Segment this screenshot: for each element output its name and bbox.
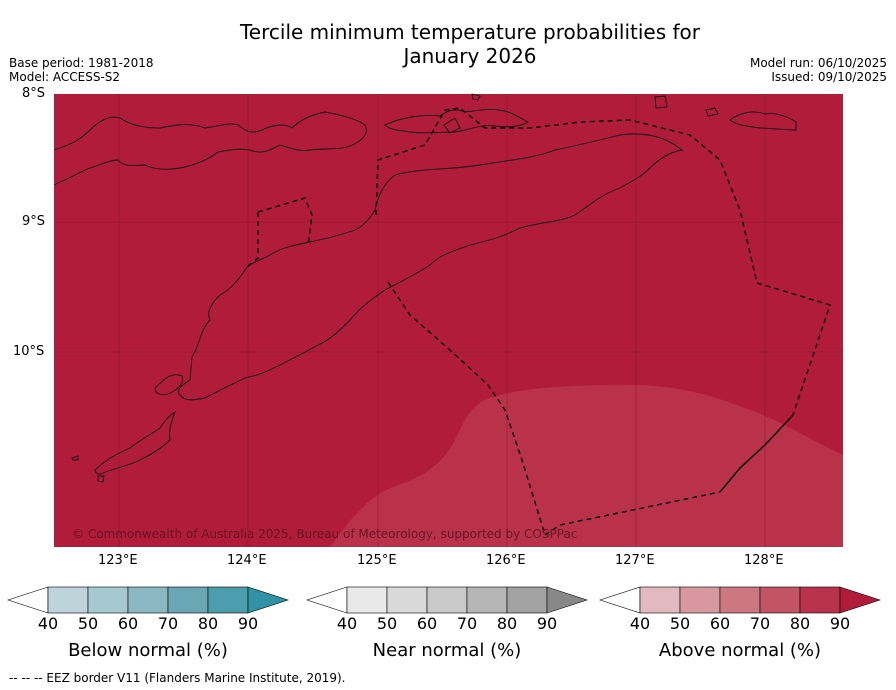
legend-0-tick-90: 90 (237, 614, 259, 633)
legend-2-box-3 (759, 586, 801, 614)
legend-0-tick-80: 80 (197, 614, 219, 633)
legend-1-tick-80: 80 (496, 614, 518, 633)
eez-border-west (247, 212, 259, 267)
legend-1-box-2 (426, 586, 468, 614)
coastlines (53, 93, 797, 483)
legend-0-box-0 (47, 586, 89, 614)
meta-right: Model run: 06/10/2025 Issued: 09/10/2025 (750, 56, 887, 84)
lat-label-9s: 9°S (22, 214, 46, 229)
model-name: Model: ACCESS-S2 (9, 70, 121, 84)
legend-0-tick-40: 40 (37, 614, 59, 633)
issued-date: Issued: 09/10/2025 (771, 70, 887, 84)
small-island-4 (443, 117, 461, 134)
legend-2-left-arrow (599, 586, 641, 614)
legend-2-box-4 (799, 586, 841, 614)
lat-label-10s: 10°S (13, 344, 45, 359)
legend-2-right-arrow (839, 586, 881, 614)
legend-2-tick-80: 80 (789, 614, 811, 633)
small-island-5 (71, 455, 79, 461)
legend-1-box-4 (506, 586, 548, 614)
legend-0-box-3 (167, 586, 209, 614)
legend-2-box-2 (719, 586, 761, 614)
legend-2-tick-60: 60 (709, 614, 731, 633)
eez-border-west-2 (257, 197, 313, 246)
legend-0-box-1 (87, 586, 129, 614)
title-line-2: January 2026 (403, 44, 537, 68)
lon-label-123e: 123°E (98, 553, 138, 568)
legend-1-tick-90: 90 (536, 614, 558, 633)
legend-2-tick-50: 50 (669, 614, 691, 633)
legend-title-below: Below normal (%) (68, 640, 228, 661)
legend-1-box-0 (346, 586, 388, 614)
legend-2-box-1 (679, 586, 721, 614)
base-period: Base period: 1981-2018 (9, 56, 154, 70)
title-line-1: Tercile minimum temperature probabilitie… (239, 20, 701, 44)
lon-label-127e: 127°E (615, 553, 655, 568)
legend-2-tick-40: 40 (629, 614, 651, 633)
meta-left: Base period: 1981-2018 Model: ACCESS-S2 (9, 56, 154, 84)
legend-1-left-arrow (306, 586, 348, 614)
lat-label-8s: 8°S (22, 86, 46, 101)
legend-1-tick-50: 50 (376, 614, 398, 633)
map-title: Tercile minimum temperature probabilitie… (170, 20, 770, 68)
legend-1-tick-40: 40 (336, 614, 358, 633)
northern-islands-coast (53, 111, 367, 186)
legend-bars (7, 586, 881, 614)
eez-border-north (375, 107, 831, 416)
legend-0-tick-50: 50 (77, 614, 99, 633)
legend-1-box-1 (386, 586, 428, 614)
legend-1-box-3 (466, 586, 508, 614)
legend-0-box-4 (207, 586, 249, 614)
lon-label-126e: 126°E (486, 553, 526, 568)
legend-1-tick-60: 60 (416, 614, 438, 633)
lon-label-124e: 124°E (227, 553, 267, 568)
legend-title-near: Near normal (%) (372, 640, 522, 661)
probability-region-80 (330, 385, 843, 547)
eez-border-south (387, 281, 721, 537)
timor-coastline (177, 133, 684, 401)
model-run: Model run: 06/10/2025 (749, 56, 887, 70)
legend-title-above: Above normal (%) (658, 640, 822, 661)
lon-label-125e: 125°E (357, 553, 397, 568)
legend-0-tick-60: 60 (117, 614, 139, 633)
lon-label-128e: 128°E (744, 553, 784, 568)
small-island-1 (654, 95, 668, 109)
rote-island-coast (94, 410, 176, 475)
footnote: -- -- -- EEZ border V11 (Flanders Marine… (9, 671, 346, 685)
copyright-text: © Commonwealth of Australia 2025, Bureau… (72, 527, 577, 541)
gridlines (54, 94, 843, 547)
savu-island-coast (154, 374, 184, 396)
small-island-2 (705, 107, 719, 117)
legend-2-box-0 (639, 586, 681, 614)
legend-0-left-arrow (7, 586, 49, 614)
eez-border-solid (719, 414, 794, 493)
legend-2-tick-90: 90 (829, 614, 851, 633)
legend-0-right-arrow (247, 586, 289, 614)
small-island-3 (471, 93, 481, 101)
legend-1-right-arrow (546, 586, 588, 614)
legend-1-tick-70: 70 (456, 614, 478, 633)
wetar-coast (384, 109, 529, 134)
east-islands-coast (729, 111, 797, 131)
eez-borders (247, 107, 831, 537)
legend-2-tick-70: 70 (749, 614, 771, 633)
legend-0-box-2 (127, 586, 169, 614)
legend-0-tick-70: 70 (157, 614, 179, 633)
small-island-6 (97, 475, 105, 483)
